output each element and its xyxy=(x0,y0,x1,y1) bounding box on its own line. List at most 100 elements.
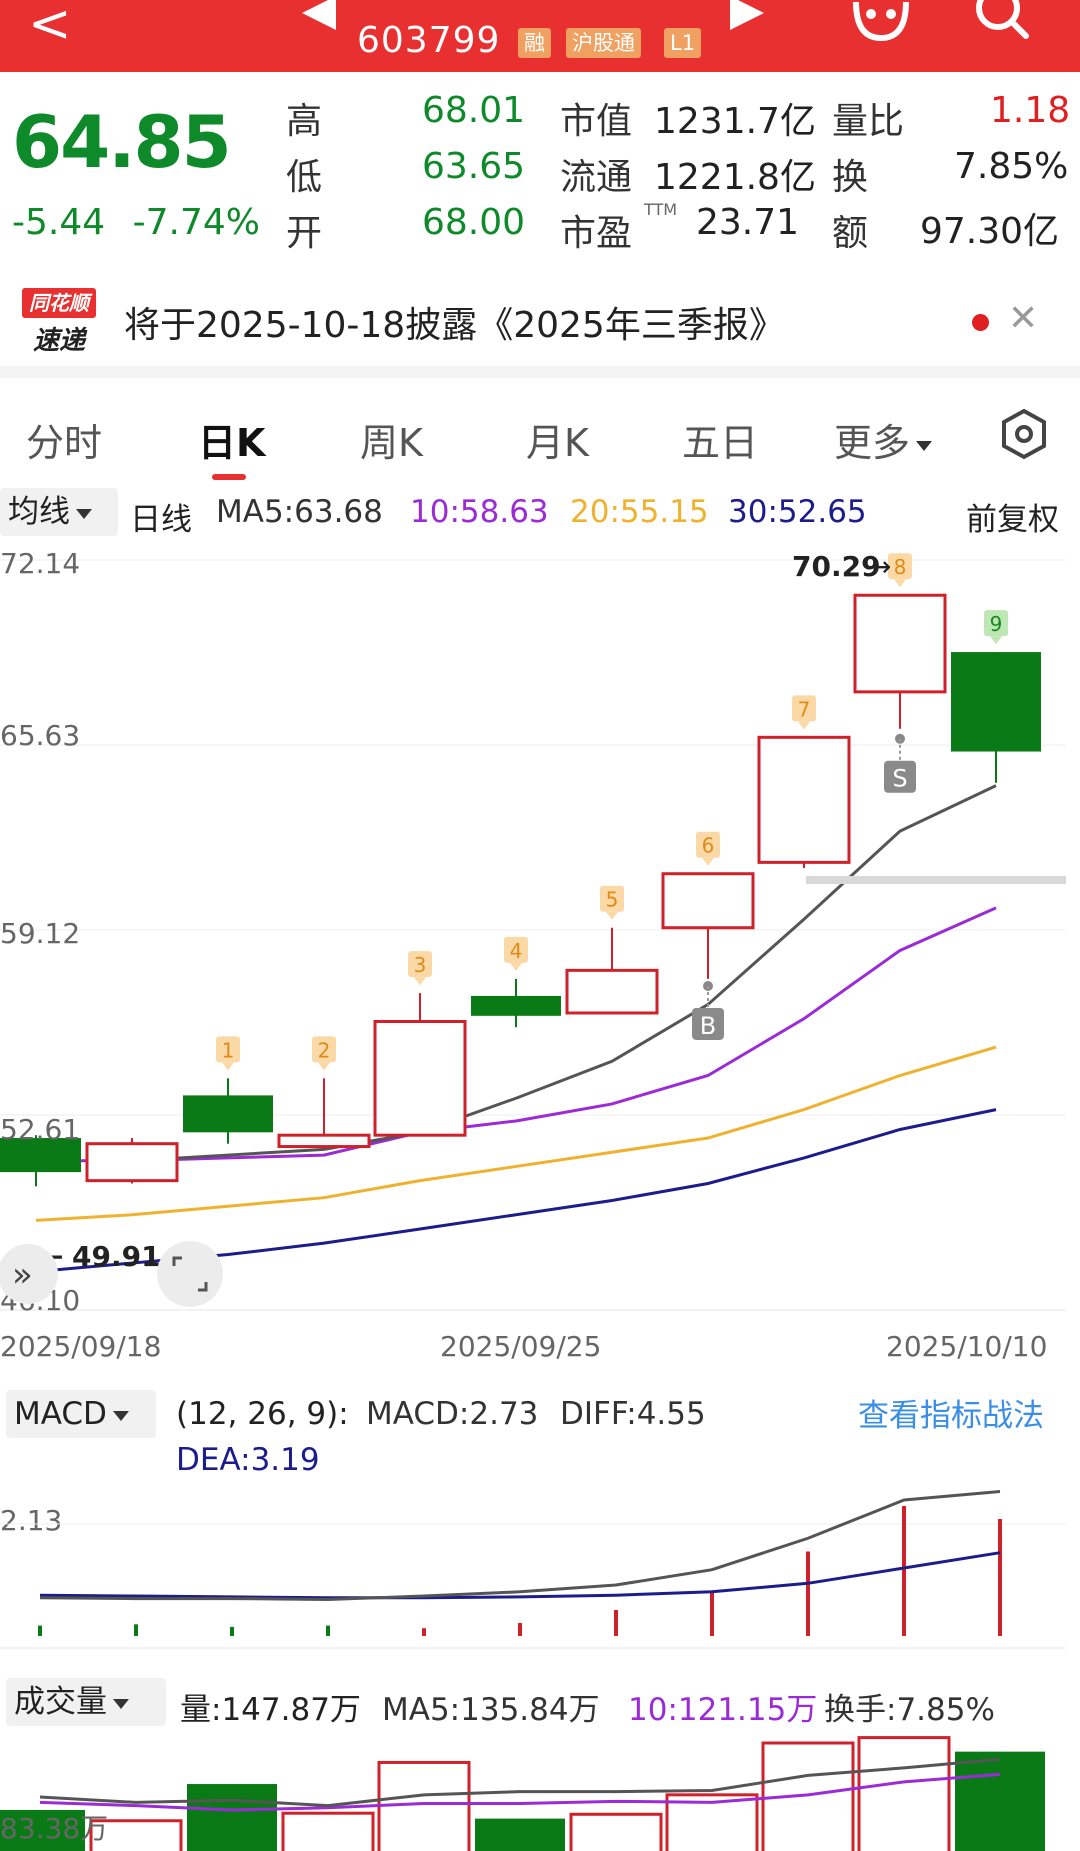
volume-turnover: 换手:7.85% xyxy=(824,1692,995,1728)
candle-body[interactable] xyxy=(471,995,561,1016)
volume-bar xyxy=(0,1809,85,1851)
mktcap-value: 1231.7亿 xyxy=(654,101,816,142)
indicator-guide-link[interactable]: 查看指标战法 xyxy=(858,1398,1044,1434)
tab-intraday[interactable]: 分时 xyxy=(26,421,103,465)
chevron-down-icon xyxy=(112,1410,129,1421)
signal-badge-tail xyxy=(606,911,618,920)
news-text[interactable]: 将于2025-10-18披露《2025年三季报》 xyxy=(124,305,785,346)
top-bar: < 603799 融 沪股通 L1 xyxy=(0,0,1080,72)
ma-selector[interactable]: 均线 xyxy=(0,488,118,536)
next-stock-icon[interactable] xyxy=(730,0,764,30)
x-label: 2025/10/10 xyxy=(886,1330,1047,1363)
expand-left-button[interactable] xyxy=(0,1244,58,1304)
open-value: 68.00 xyxy=(422,202,526,243)
adjust-mode[interactable]: 前复权 xyxy=(966,502,1059,538)
candle-body[interactable] xyxy=(661,872,755,930)
y-label: 72.14 xyxy=(0,547,80,580)
sell-marker-box xyxy=(884,760,916,793)
candle-body[interactable] xyxy=(85,1142,179,1183)
tab-more-label: 更多 xyxy=(834,421,911,465)
fullscreen-button[interactable] xyxy=(157,1241,223,1307)
candle-body[interactable] xyxy=(757,735,851,864)
level-tag: L1 xyxy=(664,28,702,58)
signal-number: 2 xyxy=(318,1038,331,1062)
volume-selector-label: 成交量 xyxy=(14,1684,107,1720)
ma10-value: 10:58.63 xyxy=(410,494,549,530)
chevron-down-icon xyxy=(76,508,92,519)
sell-marker-dot xyxy=(895,733,905,744)
pe-value: 23.71 xyxy=(696,202,800,243)
buy-marker-box xyxy=(692,1007,724,1040)
active-tab-indicator xyxy=(212,474,246,480)
volume-ma10-line xyxy=(39,1772,1001,1812)
low-marker: 49.91 xyxy=(72,1240,161,1273)
price-change: -5.44 -7.74% xyxy=(12,202,260,243)
margin-tag: 融 xyxy=(518,28,551,58)
macd-chart[interactable]: 2.13 xyxy=(0,1480,1080,1650)
news-banner[interactable]: 同花顺 速递 将于2025-10-18披露《2025年三季报》 ✕ xyxy=(0,280,1080,366)
volume-legend: 成交量 量:147.87万 MA5:135.84万 10:121.15万 换手:… xyxy=(0,1678,1080,1728)
candle-body[interactable] xyxy=(277,1133,371,1149)
buy-marker: B xyxy=(700,1012,716,1040)
prev-stock-icon[interactable] xyxy=(302,0,336,30)
signal-badge xyxy=(504,936,528,963)
tab-monthly[interactable]: 月K xyxy=(526,421,589,465)
signal-badge-tail xyxy=(990,636,1002,645)
signal-badge xyxy=(216,1036,240,1063)
candle-body[interactable] xyxy=(373,1020,467,1137)
community-icon[interactable] xyxy=(846,0,916,46)
volume-ma10: 10:121.15万 xyxy=(628,1692,818,1728)
period-label: 日线 xyxy=(130,502,192,538)
ma10-line xyxy=(36,906,997,1163)
candle-body[interactable] xyxy=(951,652,1041,752)
turnover-label: 换 xyxy=(832,157,869,198)
back-icon[interactable]: < xyxy=(28,0,72,54)
turnover-value: 7.85% xyxy=(954,146,1069,187)
volume-value: 量:147.87万 xyxy=(180,1692,361,1728)
candle-body[interactable] xyxy=(183,1095,273,1133)
volume-bar xyxy=(955,1751,1045,1851)
candle-body[interactable] xyxy=(0,1138,81,1173)
settings-icon[interactable] xyxy=(998,408,1050,460)
change-value: -5.44 xyxy=(12,202,106,243)
candle-body[interactable] xyxy=(565,968,659,1015)
signal-number: 9 xyxy=(990,612,1003,636)
float-value: 1221.8亿 xyxy=(654,157,816,198)
low-label: 低 xyxy=(286,157,323,198)
signal-badge xyxy=(888,553,912,580)
ma5-value: MA5:63.68 xyxy=(216,494,383,530)
tab-weekly[interactable]: 周K xyxy=(360,421,423,465)
y-label: 52.61 xyxy=(0,1113,80,1146)
signal-number: 3 xyxy=(414,953,427,977)
macd-selector[interactable]: MACD xyxy=(6,1390,156,1438)
macd-selector-label: MACD xyxy=(14,1396,107,1432)
signal-badge-tail xyxy=(414,977,426,986)
volume-ma5-line xyxy=(39,1757,1001,1808)
candle-body[interactable] xyxy=(853,593,947,694)
chevron-down-icon xyxy=(113,1698,129,1709)
volume-bar xyxy=(187,1784,277,1851)
volume-bar xyxy=(857,1736,951,1851)
volume-selector[interactable]: 成交量 xyxy=(6,1678,166,1726)
tab-more[interactable]: 更多 xyxy=(834,412,933,467)
vol-ratio-label: 量比 xyxy=(832,101,905,142)
search-icon[interactable] xyxy=(972,0,1032,44)
fullscreen-icon xyxy=(172,1256,208,1292)
volume-y-label: 83.38万 xyxy=(0,1812,108,1845)
y-label: 59.12 xyxy=(0,917,80,950)
ths-logo: 同花顺 速递 xyxy=(22,288,98,356)
signal-badge-tail xyxy=(702,857,714,866)
high-marker: 70.29 xyxy=(792,550,881,583)
volume-chart[interactable]: 83.38万 xyxy=(0,1728,1080,1851)
sell-marker: S xyxy=(892,765,907,793)
ma-selector-label: 均线 xyxy=(8,494,70,530)
tab-five-day[interactable]: 五日 xyxy=(682,421,759,465)
high-marker-arrow: → xyxy=(868,550,891,583)
vol-ratio-value: 1.18 xyxy=(990,90,1071,131)
stock-code: 603799 xyxy=(357,20,501,61)
macd-legend: MACD (12, 26, 9): MACD:2.73 DIFF:4.55 DE… xyxy=(0,1390,1080,1480)
close-icon[interactable]: ✕ xyxy=(1008,298,1039,339)
chevron-down-icon xyxy=(916,440,933,451)
tab-daily[interactable]: 日K xyxy=(198,421,266,465)
